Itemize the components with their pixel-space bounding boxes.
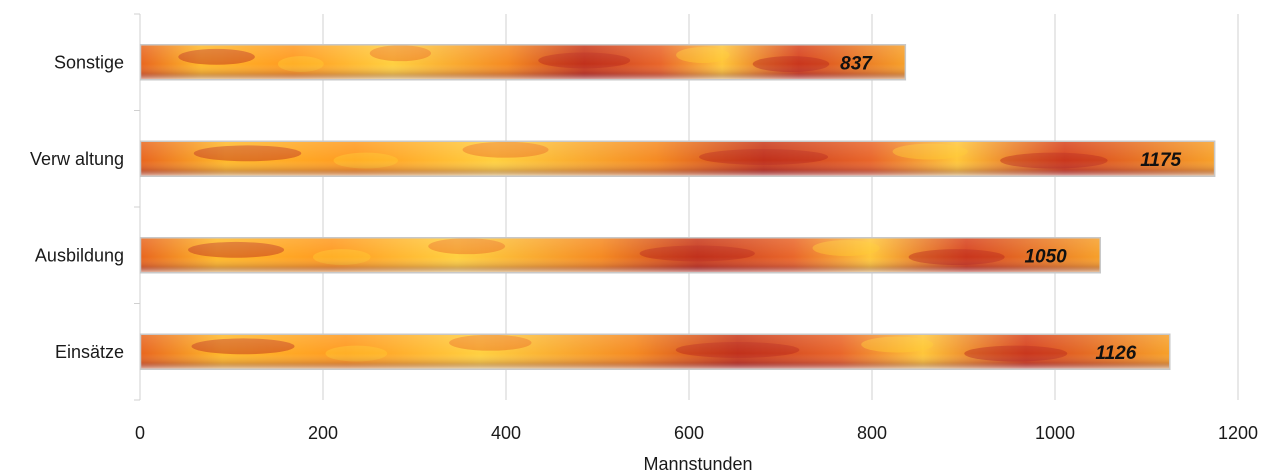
data-label: 837	[840, 53, 873, 74]
x-tick-label: 0	[135, 423, 145, 443]
x-axis-ticks: 0 200 400 600 800 1000 1200	[135, 423, 1258, 443]
axes	[134, 13, 141, 401]
x-tick-label: 1200	[1218, 423, 1258, 443]
x-axis-title: Mannstunden	[643, 454, 752, 474]
bar-shade	[140, 44, 906, 81]
bar-border	[139, 44, 907, 81]
y-category-label: Sonstige	[54, 52, 124, 72]
x-tick-label: 200	[308, 423, 338, 443]
x-tick-label: 1000	[1035, 423, 1075, 443]
bar-shade	[140, 237, 1101, 274]
bar-shade	[140, 140, 1216, 177]
y-axis-categories: Sonstige Verw altung Ausbildung Einsätze	[30, 52, 124, 362]
y-category-label: Verw altung	[30, 149, 124, 169]
y-category-label: Ausbildung	[35, 245, 124, 265]
y-category-label: Einsätze	[55, 342, 124, 362]
bar-border	[139, 237, 1101, 274]
data-label: 1126	[1095, 343, 1136, 364]
x-tick-label: 600	[674, 423, 704, 443]
bar-border	[139, 140, 1216, 177]
data-label: 1050	[1024, 246, 1067, 267]
x-tick-label: 400	[491, 423, 521, 443]
x-tick-label: 800	[857, 423, 887, 443]
data-label: 1175	[1140, 150, 1181, 171]
bar-shade	[140, 333, 1171, 370]
bars: 837 1175 1050 1126	[139, 44, 1216, 370]
bar-border	[139, 333, 1171, 370]
